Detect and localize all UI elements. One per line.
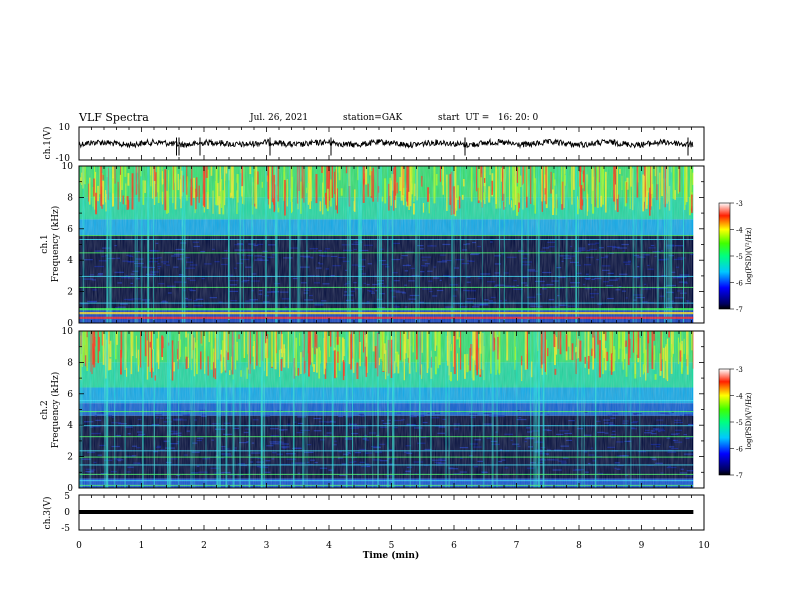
colorbar-tick-label: -5: [736, 419, 743, 427]
ch2-colorbar-ticks: -3 -4 -5 -6 -7: [730, 366, 743, 480]
ch1-ytick-bottom: -10: [56, 154, 71, 164]
colorbar-tick-label: -6: [736, 280, 743, 288]
ch3-waveform-xticks: [78, 495, 705, 530]
ch1-waveform-ylabel: ch.1(V): [42, 127, 53, 160]
ch1-spectrogram-yticks: 0 2 4 6 8 10: [62, 162, 704, 329]
y-tick-label: 0: [67, 484, 73, 494]
x-tick-label: 3: [264, 541, 270, 551]
colorbar-tick-label: -3: [736, 200, 743, 208]
date-label: Jul. 26, 2021: [250, 113, 309, 123]
x-tick-label: 1: [139, 541, 145, 551]
ch3-ytick-middle: 0: [64, 508, 70, 518]
x-tick-label: 2: [201, 541, 207, 551]
spectrogram-streak: [692, 172, 695, 186]
start-time-label: start UT = 16: 20: 0: [438, 113, 539, 123]
spectrogram-blank: [693, 166, 704, 323]
y-tick-label: 6: [67, 390, 73, 400]
ch2-colorbar: [718, 368, 731, 476]
ch1-spectrogram-ylabel: Frequency (kHz): [50, 206, 61, 283]
x-tick-label: 8: [576, 541, 582, 551]
x-tick-label: 9: [639, 541, 645, 551]
plot-title: VLF Spectra: [79, 111, 149, 124]
y-tick-label: 8: [67, 193, 73, 203]
ch2-colorbar-label: log(PSD)(V²/Hz): [745, 392, 753, 449]
ch1-colorbar-label: log(PSD)(V²/Hz): [745, 227, 753, 284]
colorbar-tick-label: -5: [736, 253, 743, 261]
ch2-spectrogram-ylabel: Frequency (kHz): [50, 372, 61, 449]
y-tick-label: 4: [67, 421, 73, 431]
spectrogram-blank: [693, 331, 704, 488]
ch1-colorbar: [718, 202, 731, 310]
ch2-spectrogram-xticks: [78, 331, 705, 488]
x-tick-label: 4: [326, 541, 332, 551]
colorbar-tick-label: -4: [736, 393, 743, 401]
ch1-spectrogram-ylabel-channel: ch.1: [40, 234, 50, 253]
y-tick-label: 6: [67, 225, 73, 235]
ch3-waveform-ylabel: ch.3(V): [42, 497, 53, 530]
spectrogram-streak: [692, 331, 694, 369]
y-tick-label: 10: [62, 327, 74, 337]
colorbar-tick-label: -7: [736, 472, 743, 480]
ch1-waveform-spikes: [176, 137, 689, 156]
x-tick-label: 5: [389, 541, 395, 551]
y-tick-label: 10: [62, 162, 74, 172]
station-label: station=GAK: [343, 113, 403, 123]
ch1-ytick-top: 10: [59, 123, 71, 133]
y-tick-label: 0: [67, 319, 73, 329]
colorbar-tick-label: -4: [736, 227, 743, 235]
y-tick-label: 8: [67, 358, 73, 368]
ch3-ytick-bottom: -5: [61, 524, 70, 534]
x-tick-label: 6: [451, 541, 457, 551]
y-tick-label: 2: [67, 453, 73, 463]
ch1-spectrogram-texture: [79, 166, 692, 323]
x-tick-label: 10: [698, 541, 710, 551]
y-tick-label: 2: [67, 288, 73, 298]
ch1-waveform-line: [78, 137, 694, 150]
ch3-ytick-top: 5: [64, 492, 70, 502]
colorbar-tick-label: -7: [736, 306, 743, 314]
ch3-waveform-panel: 5 0 -5 ch.3(V): [42, 492, 705, 534]
x-axis-label: Time (min): [363, 550, 420, 561]
x-axis-tick-labels: 0 1 2 3 4 5 6 7 8 9 10: [76, 541, 710, 551]
colorbar-tick-label: -6: [736, 446, 743, 454]
ch1-colorbar-ticks: -3 -4 -5 -6 -7: [730, 200, 743, 314]
x-tick-label: 0: [76, 541, 82, 551]
y-tick-label: 4: [67, 256, 73, 266]
colorbar-tick-label: -3: [736, 366, 743, 374]
ch2-spectrogram-ylabel-channel: ch.2: [40, 400, 50, 419]
ch1-waveform-panel: 10 -10 ch.1(V): [42, 123, 705, 164]
ch2-spectrogram-texture: [79, 331, 692, 488]
x-tick-label: 7: [514, 541, 520, 551]
ch1-spectrogram-xticks: [78, 166, 705, 323]
ch1-waveform-xticks: [78, 127, 705, 160]
ch2-spectrogram-yticks: 0 2 4 6 8 10: [62, 327, 704, 494]
